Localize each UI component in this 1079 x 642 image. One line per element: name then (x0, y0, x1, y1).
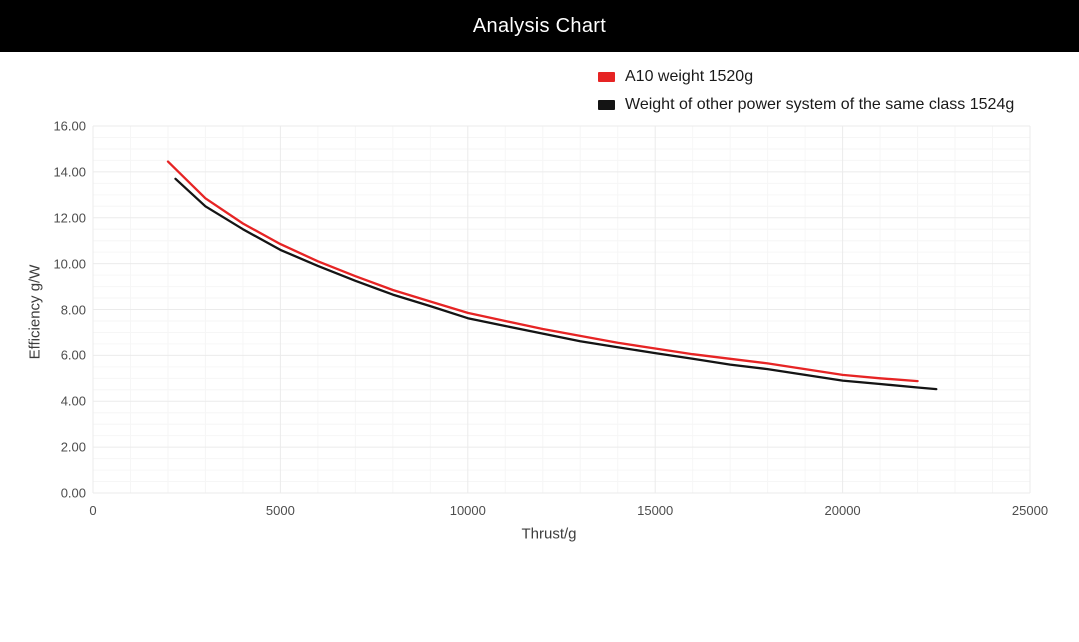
y-tick-label: 16.00 (53, 118, 86, 134)
x-tick-label: 0 (89, 503, 97, 518)
x-tick-label: 5000 (265, 503, 295, 518)
y-tick-label: 14.00 (53, 164, 86, 180)
legend-swatch-black-icon (598, 100, 615, 110)
x-tick-label: 15000 (637, 503, 674, 518)
x-axis-title: Thrust/g (521, 525, 577, 543)
x-tick-label: 10000 (449, 503, 486, 518)
y-tick-label: 8.00 (60, 302, 86, 317)
y-tick-label: 4.00 (60, 393, 86, 409)
x-tick-label: 25000 (1011, 503, 1049, 518)
series-line (166, 160, 919, 383)
legend-item-a10[interactable]: A10 weight 1520g (598, 68, 1014, 86)
legend-swatch-red-icon (598, 72, 615, 82)
y-tick-label: 12.00 (53, 210, 86, 226)
x-tick-label: 20000 (824, 503, 861, 518)
legend-label-other-system: Weight of other power system of the same… (625, 96, 1015, 113)
y-tick-label: 10.00 (53, 256, 86, 272)
page-title: Analysis Chart (472, 14, 607, 37)
y-tick-label: 6.00 (60, 347, 86, 363)
legend-item-other-system[interactable]: Weight of other power system of the same… (598, 96, 1014, 114)
series-line (174, 177, 938, 391)
y-tick-label: 0.00 (60, 485, 86, 501)
legend-label-a10: A10 weight 1520g (625, 68, 754, 85)
y-tick-label: 2.00 (60, 439, 86, 455)
chart-legend: A10 weight 1520g Weight of other power s… (598, 68, 1014, 124)
y-axis-title: Efficiency g/W (26, 264, 44, 360)
title-bar: Analysis Chart (0, 0, 1079, 52)
